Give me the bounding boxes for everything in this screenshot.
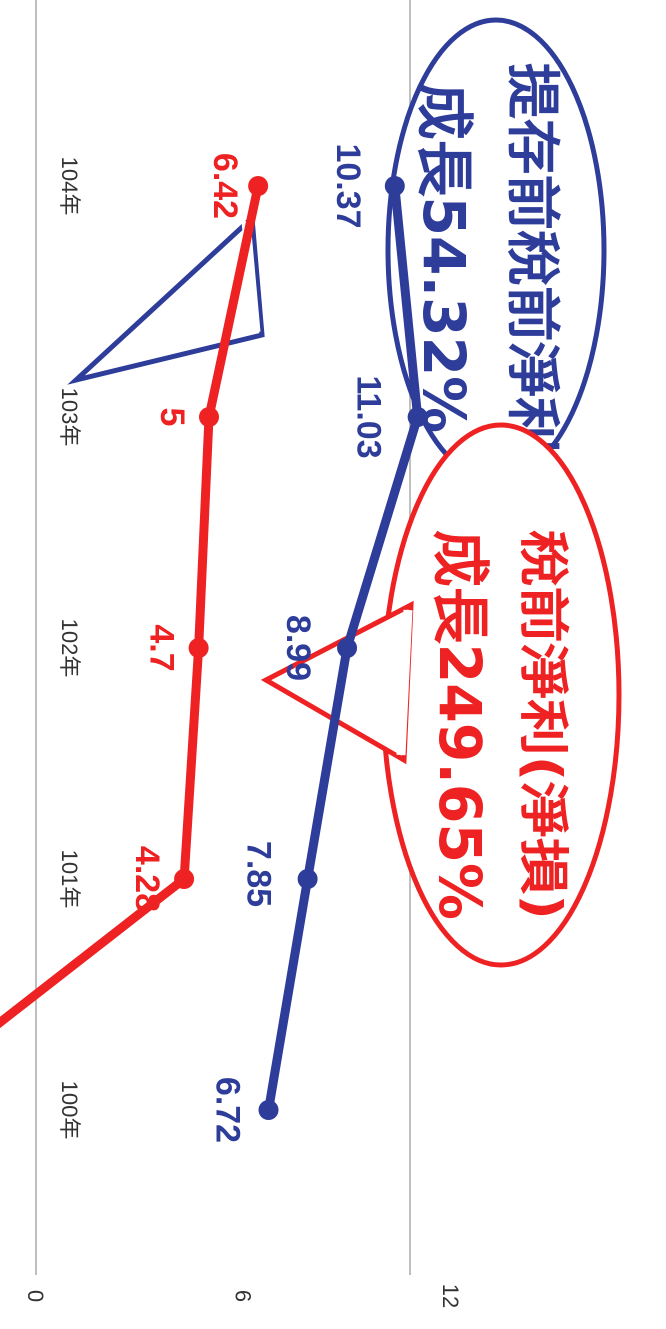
- blue-series-point: [258, 1100, 279, 1120]
- red-callout-line-1: 稅前淨利(淨損): [514, 530, 572, 920]
- red-series-point: [199, 407, 219, 427]
- value-tick-label: 12: [438, 1284, 463, 1308]
- red-series-point: [174, 869, 195, 889]
- red-callout-ellipse: [380, 422, 622, 968]
- category-tick-label: 103年: [57, 388, 82, 447]
- blue-data-label: 6.72: [209, 1077, 247, 1143]
- red-data-label: 4.28: [128, 846, 166, 912]
- blue-data-label: 8.99: [279, 615, 317, 681]
- value-tick-label: 6: [231, 1290, 256, 1302]
- red-series-point: [248, 176, 269, 196]
- blue-callout: 提存前稅前淨利 成長54.32%: [67, 17, 607, 483]
- blue-data-label: 7.85: [240, 841, 278, 907]
- blue-series-point: [337, 638, 358, 658]
- red-data-label: 4.7: [143, 624, 181, 671]
- series-layer: [0, 176, 428, 1120]
- blue-data-label: 11.03: [350, 375, 388, 458]
- blue-callout-pointer: [67, 212, 265, 385]
- category-tick-label: 102年: [57, 619, 82, 678]
- blue-callout-line-1: 提存前稅前淨利: [501, 63, 564, 453]
- red-callout: 稅前淨利(淨損) 成長249.65%: [260, 422, 622, 968]
- blue-callout-line-2: 成長54.32%: [410, 83, 478, 433]
- category-tick-label: 100年: [57, 1081, 82, 1140]
- blue-series-point: [297, 869, 318, 889]
- red-series-point: [188, 638, 209, 658]
- category-tick-label: 101年: [57, 850, 82, 909]
- red-data-label: 5: [153, 408, 191, 427]
- blue-series-point: [407, 407, 428, 427]
- blue-data-label: 10.37: [329, 143, 367, 228]
- red-callout-line-2: 成長249.65%: [426, 530, 494, 920]
- blue-series-point: [384, 176, 405, 196]
- red-data-label: 6.42: [206, 153, 244, 219]
- value-tick-label: 0: [23, 1290, 48, 1302]
- category-tick-label: 104年: [57, 157, 82, 216]
